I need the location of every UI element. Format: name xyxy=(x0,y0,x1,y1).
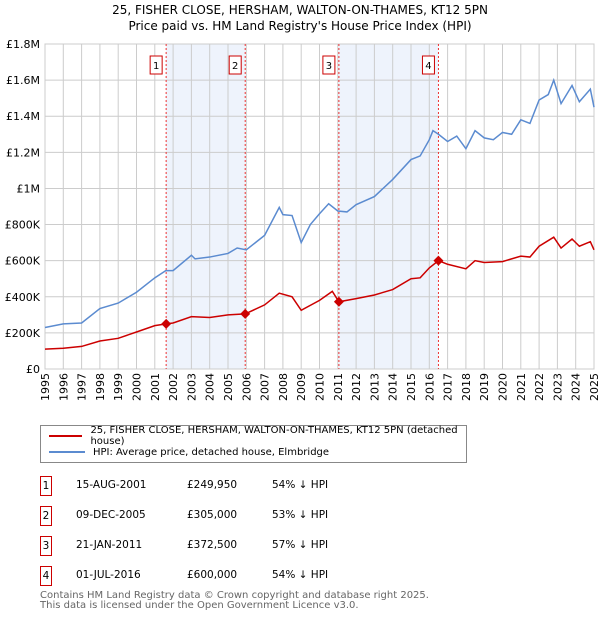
x-tick-label: 2008 xyxy=(277,373,290,401)
legend-label: HPI: Average price, detached house, Elmb… xyxy=(93,446,330,458)
sale-hpi-diff: 54% ↓ HPI xyxy=(272,569,329,581)
x-tick-label: 2001 xyxy=(149,373,162,401)
sale-date: 15-AUG-2001 xyxy=(76,479,147,491)
sale-price: £600,000 xyxy=(187,569,238,581)
sale-label: 3 xyxy=(326,61,332,72)
sale-date: 09-DEC-2005 xyxy=(76,509,146,521)
sale-hpi-diff: 53% ↓ HPI xyxy=(272,509,329,521)
sale-point xyxy=(333,296,344,307)
x-tick-label: 1998 xyxy=(94,373,107,401)
sale-label-box xyxy=(421,55,435,75)
x-tick-label: 2022 xyxy=(533,373,546,401)
sale-label-box xyxy=(149,55,163,75)
sale-hpi-diff: 54% ↓ HPI xyxy=(272,479,329,491)
x-tick-label: 2025 xyxy=(588,373,600,401)
sale-price: £249,950 xyxy=(187,479,238,491)
x-tick-label: 1996 xyxy=(57,373,70,401)
sale-date: 01-JUL-2016 xyxy=(76,569,141,581)
sale-label: 1 xyxy=(153,61,159,72)
footer: Contains HM Land Registry data © Crown c… xyxy=(40,591,429,611)
x-tick-label: 2007 xyxy=(259,373,272,401)
y-tick-label: £1.2M xyxy=(6,146,40,159)
x-tick-label: 2011 xyxy=(332,373,345,401)
y-tick-label: £1.4M xyxy=(6,110,40,123)
x-tick-label: 1995 xyxy=(39,373,52,401)
footer-line: This data is licensed under the Open Gov… xyxy=(40,600,359,611)
x-tick-label: 2002 xyxy=(167,373,180,401)
x-tick-label: 2023 xyxy=(551,373,564,401)
y-tick-label: £200K xyxy=(5,327,41,340)
sale-label: 2 xyxy=(232,61,238,72)
sale-number: 3 xyxy=(40,536,52,556)
x-tick-label: 2019 xyxy=(478,373,491,401)
sale-number: 1 xyxy=(40,476,52,496)
sale-point xyxy=(240,308,251,319)
x-tick-label: 2018 xyxy=(460,373,473,401)
price-chart: 1995 1996 1997 1998 1999 2000 2001 2002 2003 2004… xyxy=(5,38,600,401)
footer-line: Contains HM Land Registry data © Crown c… xyxy=(40,590,429,601)
x-tick-label: 2015 xyxy=(405,373,418,401)
legend-item-property: 25, FISHER CLOSE, HERSHAM, WALTON-ON-THA… xyxy=(49,425,466,447)
y-tick-label: £600K xyxy=(5,255,41,268)
x-tick-label: 2004 xyxy=(204,373,217,401)
y-tick-label: £1.6M xyxy=(6,74,40,87)
x-tick-label: 2016 xyxy=(423,373,436,401)
x-tick-label: 1997 xyxy=(76,373,89,401)
sale-price: £305,000 xyxy=(187,509,238,521)
x-tick-label: 2017 xyxy=(442,373,455,401)
sale-hpi-diff: 57% ↓ HPI xyxy=(272,539,329,551)
y-tick-label: £400K xyxy=(5,291,41,304)
legend-item-hpi: HPI: Average price, detached house, Elmb… xyxy=(49,445,329,459)
x-tick-label: 2003 xyxy=(185,373,198,401)
hpi-line xyxy=(44,77,595,329)
y-tick-label: £800K xyxy=(5,219,41,232)
x-tick-label: 1999 xyxy=(112,373,125,401)
x-tick-label: 2010 xyxy=(314,373,327,401)
x-tick-label: 2009 xyxy=(295,373,308,401)
x-tick-label: 2014 xyxy=(387,373,400,401)
x-tick-label: 2013 xyxy=(368,373,381,401)
sale-date: 21-JAN-2011 xyxy=(76,539,143,551)
x-tick-label: 2021 xyxy=(515,373,528,401)
x-tick-label: 2006 xyxy=(240,373,253,401)
sale-label-box xyxy=(322,55,336,75)
sale-label-box xyxy=(228,55,242,75)
sale-point xyxy=(161,318,172,329)
x-tick-label: 2005 xyxy=(222,373,235,401)
x-tick-label: 2024 xyxy=(570,373,583,401)
shaded-range xyxy=(166,44,246,369)
x-tick-label: 2000 xyxy=(131,373,144,401)
chart-subtitle: Price paid vs. HM Land Registry's House … xyxy=(128,19,472,33)
x-tick-label: 2012 xyxy=(350,373,363,401)
legend-label: 25, FISHER CLOSE, HERSHAM, WALTON-ON-THA… xyxy=(90,425,458,447)
legend-swatch-blue xyxy=(49,451,85,453)
legend-swatch-red xyxy=(49,435,83,437)
shaded-range xyxy=(338,44,439,369)
sale-point xyxy=(433,255,444,266)
plot-frame xyxy=(44,43,595,370)
sale-price: £372,500 xyxy=(187,539,238,551)
legend: 25, FISHER CLOSE, HERSHAM, WALTON-ON-THA… xyxy=(40,425,467,463)
y-tick-label: £1.8M xyxy=(6,38,40,51)
y-tick-label: £0 xyxy=(26,363,40,376)
y-tick-label: £1M xyxy=(17,182,41,195)
sale-number: 4 xyxy=(40,566,52,586)
chart-title: 25, FISHER CLOSE, HERSHAM, WALTON-ON-THA… xyxy=(112,3,488,17)
sale-number: 2 xyxy=(40,506,52,526)
x-tick-label: 2020 xyxy=(497,373,510,401)
sale-label: 4 xyxy=(425,61,431,72)
